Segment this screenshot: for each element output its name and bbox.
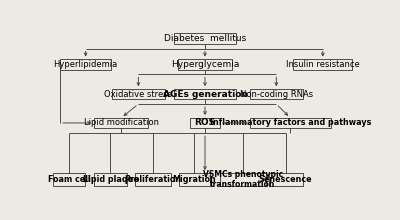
- Text: Lipid plaque: Lipid plaque: [82, 175, 138, 184]
- FancyBboxPatch shape: [250, 89, 303, 99]
- FancyBboxPatch shape: [135, 173, 171, 187]
- FancyBboxPatch shape: [112, 89, 165, 99]
- Text: Senescence: Senescence: [259, 175, 312, 184]
- Text: Proliferation: Proliferation: [124, 175, 182, 184]
- FancyBboxPatch shape: [179, 173, 210, 187]
- FancyBboxPatch shape: [94, 173, 127, 187]
- Text: Oxidative stress: Oxidative stress: [104, 90, 172, 99]
- Text: VSMCs phenotypic
transformation: VSMCs phenotypic transformation: [203, 170, 283, 189]
- FancyBboxPatch shape: [174, 33, 236, 44]
- Text: Hyperlipidemia: Hyperlipidemia: [54, 60, 118, 69]
- FancyBboxPatch shape: [94, 118, 148, 128]
- Text: Inflammatory factors and pathways: Inflammatory factors and pathways: [210, 118, 371, 127]
- FancyBboxPatch shape: [293, 59, 352, 70]
- FancyBboxPatch shape: [53, 173, 86, 187]
- FancyBboxPatch shape: [190, 118, 220, 128]
- FancyBboxPatch shape: [178, 59, 232, 70]
- FancyBboxPatch shape: [60, 59, 111, 70]
- FancyBboxPatch shape: [174, 89, 236, 99]
- Text: Insulin resistance: Insulin resistance: [286, 60, 360, 69]
- Text: Hyperglycemia: Hyperglycemia: [171, 60, 239, 69]
- Text: Lipid modification: Lipid modification: [84, 118, 159, 127]
- Text: Migration: Migration: [172, 175, 216, 184]
- Text: ROS: ROS: [194, 118, 216, 127]
- FancyBboxPatch shape: [268, 173, 303, 187]
- Text: Non-coding RNAs: Non-coding RNAs: [240, 90, 313, 99]
- FancyBboxPatch shape: [250, 118, 330, 128]
- FancyBboxPatch shape: [220, 173, 266, 187]
- Text: Foam cell: Foam cell: [48, 175, 90, 184]
- Text: Diabetes  mellitus: Diabetes mellitus: [164, 34, 246, 43]
- Text: AGEs generation: AGEs generation: [162, 90, 248, 99]
